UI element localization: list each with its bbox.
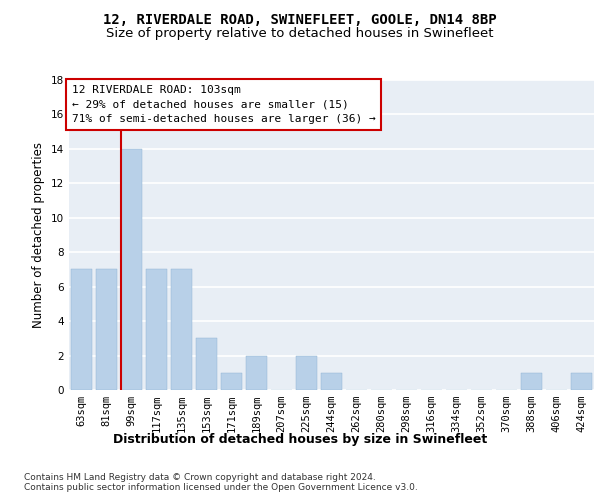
- Text: Distribution of detached houses by size in Swinefleet: Distribution of detached houses by size …: [113, 432, 487, 446]
- Bar: [246, 356, 267, 390]
- Text: Contains HM Land Registry data © Crown copyright and database right 2024.
Contai: Contains HM Land Registry data © Crown c…: [24, 472, 418, 492]
- Y-axis label: Number of detached properties: Number of detached properties: [32, 142, 46, 328]
- Bar: [296, 356, 317, 390]
- Bar: [321, 373, 342, 390]
- Bar: [521, 373, 542, 390]
- Bar: [121, 149, 142, 390]
- Bar: [96, 270, 117, 390]
- Text: 12 RIVERDALE ROAD: 103sqm
← 29% of detached houses are smaller (15)
71% of semi-: 12 RIVERDALE ROAD: 103sqm ← 29% of detac…: [71, 84, 376, 124]
- Text: 12, RIVERDALE ROAD, SWINEFLEET, GOOLE, DN14 8BP: 12, RIVERDALE ROAD, SWINEFLEET, GOOLE, D…: [103, 12, 497, 26]
- Bar: [196, 338, 217, 390]
- Bar: [221, 373, 242, 390]
- Bar: [171, 270, 192, 390]
- Text: Size of property relative to detached houses in Swinefleet: Size of property relative to detached ho…: [106, 28, 494, 40]
- Bar: [71, 270, 92, 390]
- Bar: [571, 373, 592, 390]
- Bar: [146, 270, 167, 390]
